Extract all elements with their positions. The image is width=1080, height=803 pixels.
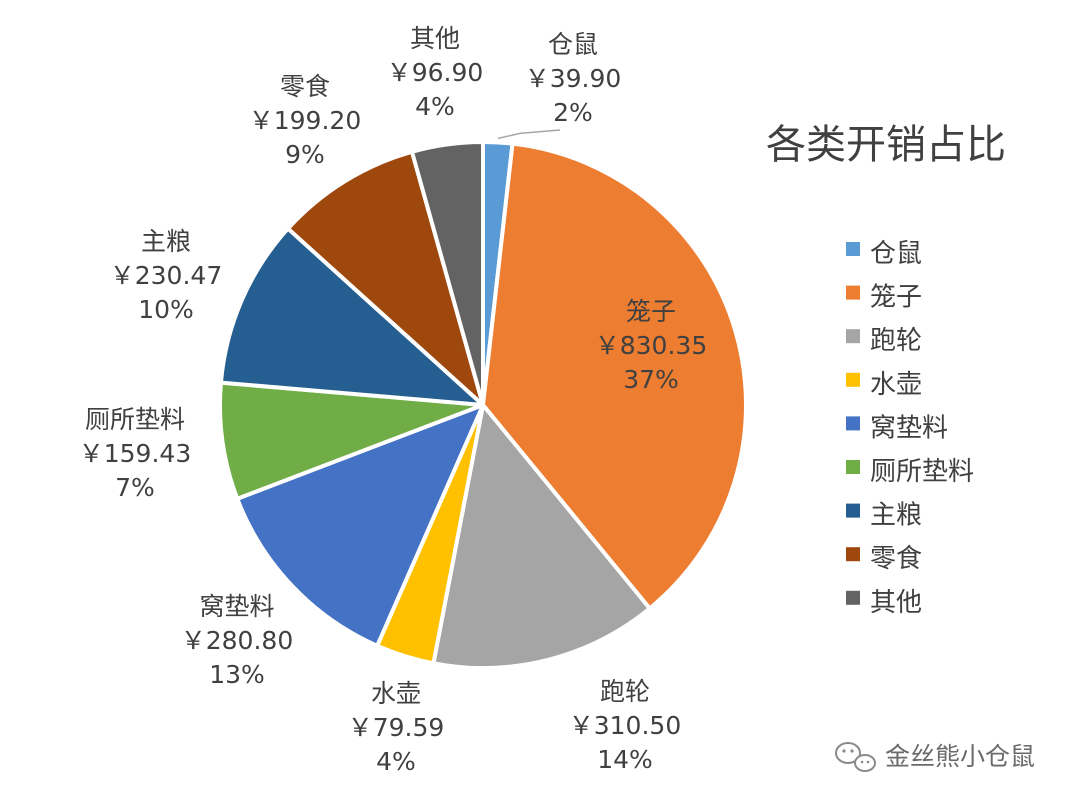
slice-labels: 仓鼠 ￥39.90 2% 笼子 ￥830.35 37% 跑轮 ￥310.50 14% 水壶 ￥79.… xyxy=(79,24,707,776)
slice-label-value-2: ￥310.50 xyxy=(569,711,681,740)
legend-swatch-7 xyxy=(846,547,860,562)
legend-label-7: 零食 xyxy=(870,544,922,574)
slice-label-value-0: ￥39.90 xyxy=(525,64,622,93)
slice-label-value-6: ￥230.47 xyxy=(110,261,222,290)
legend-label-3: 水壶 xyxy=(870,370,922,400)
legend-label-4: 窝垫料 xyxy=(870,413,948,443)
pie-slice-5 xyxy=(218,380,485,501)
legend-label-0: 仓鼠 xyxy=(870,239,922,269)
slice-label-name-2: 跑轮 xyxy=(600,677,650,706)
pie-slice-8 xyxy=(409,140,485,407)
pie-slice-4 xyxy=(235,403,485,648)
slice-label-value-3: ￥79.59 xyxy=(348,713,445,742)
slice-label-name-8: 其他 xyxy=(410,24,460,53)
legend-label-2: 跑轮 xyxy=(870,326,922,356)
wechat-icon xyxy=(835,742,876,772)
legend-label-5: 厕所垫料 xyxy=(870,457,974,487)
legend-swatch-6 xyxy=(846,503,860,518)
slice-label-value-8: ￥96.90 xyxy=(387,58,484,87)
slice-label-value-5: ￥159.43 xyxy=(79,439,191,468)
slice-label-percent-8: 4% xyxy=(415,92,455,121)
slice-label-percent-2: 14% xyxy=(597,745,653,774)
slice-label-value-7: ￥199.20 xyxy=(249,106,361,135)
slice-label-percent-3: 4% xyxy=(376,747,416,776)
legend-swatch-2 xyxy=(846,329,860,344)
slice-label-name-6: 主粮 xyxy=(141,227,191,256)
legend-swatch-5 xyxy=(846,460,860,474)
pie-slice-6 xyxy=(218,226,485,407)
slice-label-percent-1: 37% xyxy=(623,365,679,394)
legend-label-8: 其他 xyxy=(870,588,922,618)
slice-label-name-1: 笼子 xyxy=(626,297,676,326)
legend-swatch-4 xyxy=(846,416,860,431)
pie-slice-2 xyxy=(431,403,652,670)
legend-label-6: 主粮 xyxy=(870,501,922,531)
legend-label-1: 笼子 xyxy=(870,283,922,313)
slice-label-percent-0: 2% xyxy=(553,98,593,127)
pie-slices xyxy=(218,139,748,670)
pie-slice-7 xyxy=(285,149,485,407)
slice-label-value-4: ￥280.80 xyxy=(181,626,293,655)
slice-label-value-1: ￥830.35 xyxy=(595,331,707,360)
slice-label-name-0: 仓鼠 xyxy=(548,30,598,59)
legend-swatch-8 xyxy=(846,590,860,605)
pie-slice-1 xyxy=(481,141,748,611)
watermark-text: 金丝熊小仓鼠 xyxy=(885,742,1035,771)
slice-label-name-4: 窝垫料 xyxy=(199,592,274,621)
watermark: 金丝熊小仓鼠 xyxy=(835,742,1035,772)
slice-label-name-3: 水壶 xyxy=(371,679,421,708)
legend-swatch-3 xyxy=(846,372,860,387)
slice-label-percent-5: 7% xyxy=(115,473,155,502)
legend-swatch-0 xyxy=(846,242,860,256)
legend-swatch-1 xyxy=(846,285,860,300)
chart-title: 各类开销占比 xyxy=(766,122,1006,168)
slice-label-name-5: 厕所垫料 xyxy=(85,405,185,434)
slice-label-name-7: 零食 xyxy=(280,72,330,101)
slice-label-percent-6: 10% xyxy=(138,295,194,324)
slice-label-percent-4: 13% xyxy=(209,660,265,689)
leader-line-0 xyxy=(497,129,561,140)
slice-label-percent-7: 9% xyxy=(285,140,325,169)
